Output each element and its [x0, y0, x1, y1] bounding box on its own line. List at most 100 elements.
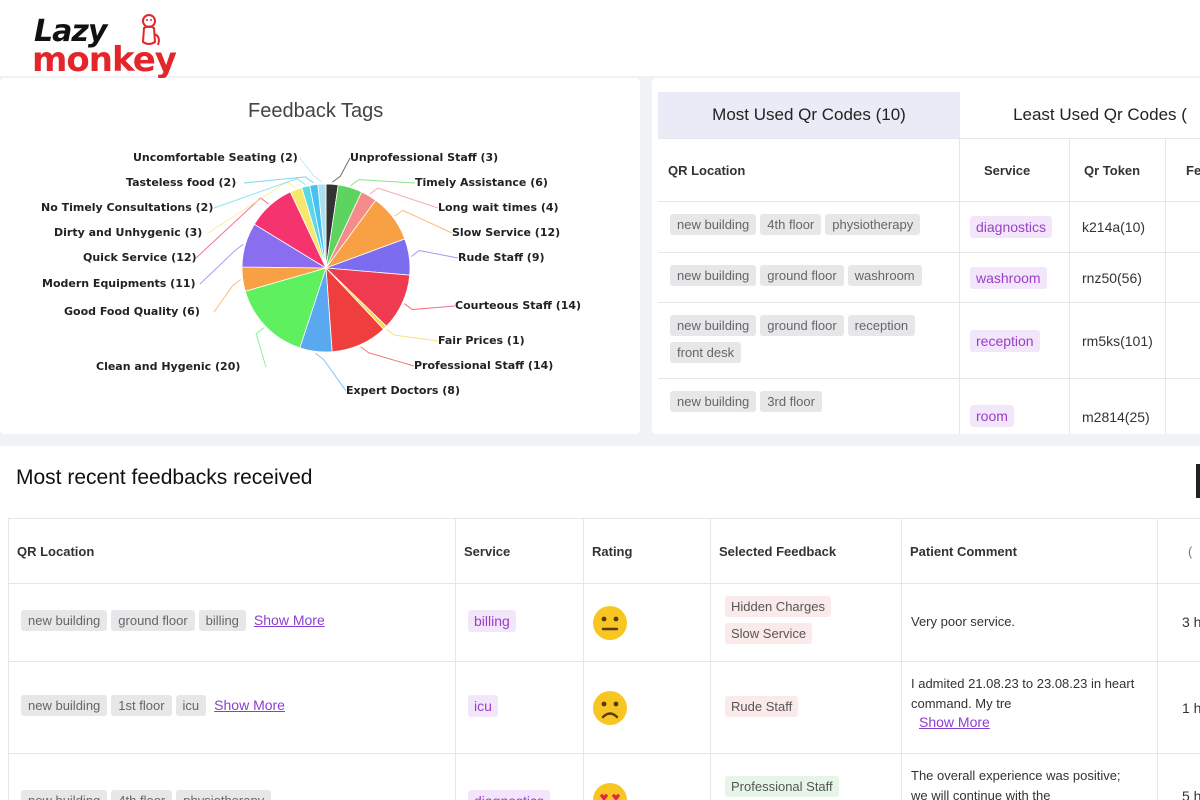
- qr-table-row[interactable]: new building ground floor washroom washroo…: [658, 253, 1200, 303]
- feedback-tag: Hidden Charges: [725, 596, 831, 617]
- qr-table-row[interactable]: new building ground floor receptionfront d…: [658, 303, 1200, 379]
- recent-col-service[interactable]: Service: [456, 519, 584, 583]
- pie-leader-line: [360, 346, 415, 367]
- recent-card-edge-control[interactable]: [1196, 464, 1200, 498]
- pie-label-no-timely-consultations: No Timely Consultations (2): [41, 201, 214, 214]
- qr-col-location[interactable]: QR Location: [658, 139, 960, 201]
- location-tag: new building: [670, 214, 757, 235]
- recent-comment-cell: The overall experience was positive; we …: [902, 754, 1158, 800]
- patient-comment: Very poor service.: [911, 614, 1016, 629]
- qr-location-cell: new building 3rd floor: [658, 379, 960, 434]
- pie-leader-line: [394, 209, 453, 234]
- feedback-tag: Rude Staff: [725, 696, 799, 717]
- pie-leader-line: [213, 279, 242, 313]
- tab-most-used-qr-codes[interactable]: Most Used Qr Codes (10): [658, 92, 960, 138]
- qr-codes-card: Most Used Qr Codes (10) Least Used Qr Co…: [652, 78, 1200, 434]
- tab-least-used-qr-codes[interactable]: Least Used Qr Codes (: [1013, 105, 1187, 124]
- pie-label-good-food-quality: Good Food Quality (6): [64, 305, 200, 318]
- recent-table-header: QR Location Service Rating Selected Feed…: [8, 518, 1200, 584]
- qr-token-cell: k214a(10): [1070, 202, 1166, 252]
- recent-service-cell: billing: [456, 584, 584, 661]
- table-row[interactable]: new building 1st floor icu Show More icu Ru…: [8, 662, 1200, 754]
- location-tag: icu: [175, 695, 207, 716]
- recent-comment-cell: I admited 21.08.23 to 23.08.23 in heart …: [902, 662, 1158, 753]
- table-row[interactable]: new building ground floor billing Show More…: [8, 584, 1200, 662]
- recent-col-selected-feedback[interactable]: Selected Feedback: [711, 519, 902, 583]
- qr-tabs: Most Used Qr Codes (10) Least Used Qr Co…: [658, 92, 1200, 138]
- recent-comment-cell: Very poor service.: [902, 584, 1158, 661]
- service-tag: room: [970, 405, 1014, 427]
- location-tag: ground floor: [111, 610, 195, 631]
- recent-time-cell: 1 h: [1158, 662, 1200, 753]
- qr-col-feedback[interactable]: Fe: [1186, 162, 1200, 178]
- pie-label-tasteless-food: Tasteless food (2): [126, 176, 237, 189]
- service-tag: diagnostics: [970, 216, 1053, 238]
- qr-extra-cell: [1166, 379, 1200, 434]
- service-tag: diagnostics: [468, 790, 551, 800]
- pie-label-modern-equipments: Modern Equipments (11): [42, 277, 196, 290]
- sad-face-icon: [593, 691, 627, 725]
- pie-label-professional-staff: Professional Staff (14): [414, 359, 554, 372]
- service-tag: reception: [970, 329, 1040, 352]
- qr-token-cell: m2814(25): [1070, 379, 1166, 434]
- pie-label-rude-staff: Rude Staff (9): [458, 251, 545, 264]
- qr-location-cell: new building 4th floor physiotherapy: [658, 202, 960, 252]
- pie-leader-line: [255, 327, 267, 368]
- qr-col-token[interactable]: Qr Token: [1070, 139, 1166, 201]
- pie-leader-line: [386, 328, 439, 342]
- header: Lazy monkey: [0, 0, 1200, 80]
- recent-rating-cell: [584, 584, 711, 661]
- location-tag: new building: [21, 695, 108, 716]
- patient-comment: I admited 21.08.23 to 23.08.23 in heart …: [911, 676, 1135, 711]
- show-more-link[interactable]: Show More: [214, 697, 285, 713]
- recent-col-patient-comment[interactable]: Patient Comment: [902, 519, 1158, 583]
- pie-slice-clean-and-hygenic[interactable]: [244, 267, 327, 349]
- pie-leader-line: [315, 352, 347, 392]
- qr-location-cell: new building ground floor reception front d…: [658, 303, 960, 378]
- recent-feedback-cell: Professional Staff: [711, 754, 902, 800]
- location-tag: 4th floor: [760, 214, 822, 235]
- qr-token-cell: rnz50(56): [1070, 253, 1166, 302]
- pie-slice-uncomfortable-seating[interactable]: [317, 183, 327, 269]
- feedback-tag: Slow Service: [725, 623, 813, 644]
- recent-location-cell: new building 1st floor icu Show More: [9, 662, 456, 753]
- patient-comment: The overall experience was positive; we …: [911, 768, 1121, 800]
- qr-col-service[interactable]: Service: [960, 139, 1070, 201]
- qr-extra-cell: [1166, 253, 1200, 302]
- show-more-link[interactable]: Show More: [919, 714, 990, 730]
- pie-label-clean-and-hygenic: Clean and Hygenic (20): [96, 360, 241, 373]
- recent-rating-cell: [584, 662, 711, 753]
- location-tag: physiotherapy: [825, 214, 921, 235]
- location-tag: 1st floor: [111, 695, 172, 716]
- recent-service-cell: diagnostics: [456, 754, 584, 800]
- lazy-monkey-logo[interactable]: Lazy monkey: [32, 12, 177, 80]
- pie-label-dirty-and-unhygenic: Dirty and Unhygenic (3): [54, 226, 203, 239]
- show-more-link[interactable]: Show More: [253, 612, 325, 628]
- qr-table-row[interactable]: new building 3rd floor room m2814(25): [658, 379, 1200, 434]
- qr-extra-cell: [1166, 303, 1200, 378]
- recent-col-location[interactable]: QR Location: [9, 519, 456, 583]
- location-tag: washroom: [847, 265, 922, 286]
- recent-col-time[interactable]: (: [1188, 543, 1193, 559]
- pie-leader-line: [404, 303, 456, 311]
- qr-table-row[interactable]: new building 4th floor physiotherapy diagn…: [658, 202, 1200, 253]
- location-tag: front desk: [670, 342, 742, 363]
- feedback-tags-title: Feedback Tags: [248, 100, 384, 122]
- recent-feedbacks-title: Most recent feedbacks received: [16, 466, 313, 489]
- pie-label-unprofessional-staff: Unprofessional Staff (3): [350, 151, 499, 164]
- recent-rating-cell: [584, 754, 711, 800]
- pie-label-quick-service: Quick Service (12): [83, 251, 197, 264]
- location-tag: reception: [847, 315, 916, 336]
- qr-extra-cell: [1166, 202, 1200, 252]
- location-tag: new building: [670, 315, 757, 336]
- feedback-time: 1 h: [1182, 700, 1200, 716]
- feedback-time: 5 h: [1182, 788, 1200, 800]
- feedback-tags-card: Feedback Tags Unprofessional Staff (3) T…: [0, 78, 640, 434]
- recent-col-rating[interactable]: Rating: [584, 519, 711, 583]
- pie-label-fair-prices: Fair Prices (1): [438, 334, 525, 347]
- qr-service-cell: washroom: [960, 253, 1070, 302]
- service-tag: icu: [468, 695, 498, 717]
- qr-table-header: QR Location Service Qr Token Fe: [658, 138, 1200, 202]
